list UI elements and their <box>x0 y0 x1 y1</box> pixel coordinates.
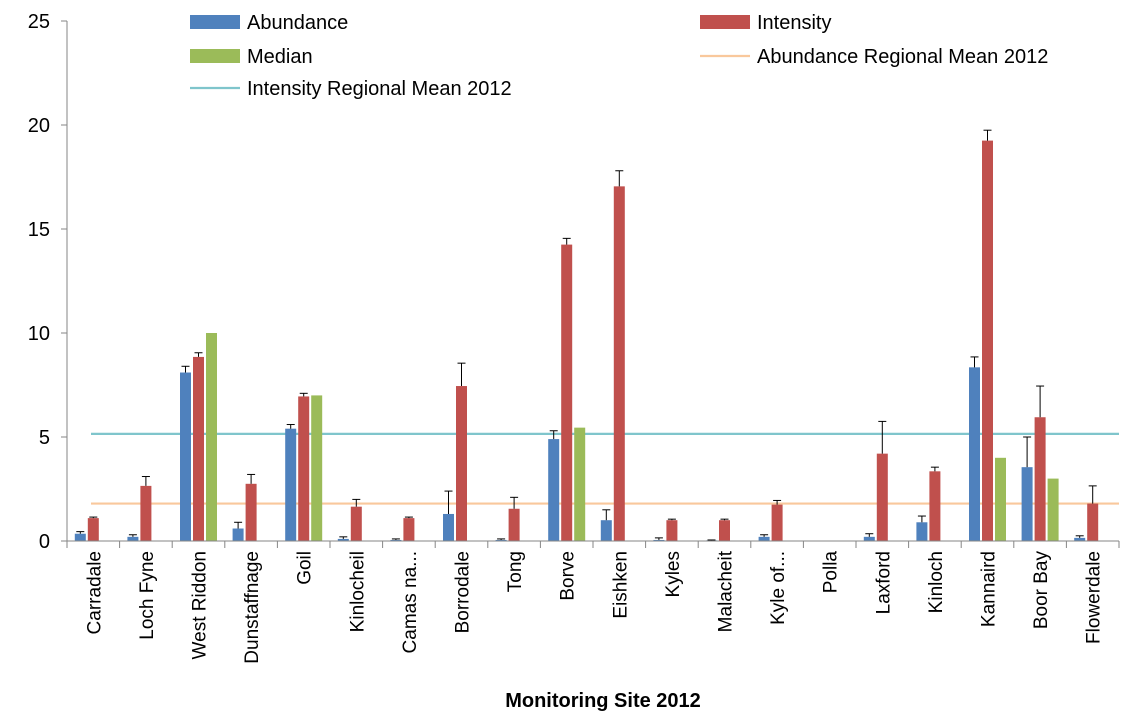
bar <box>1021 467 1033 541</box>
x-tick-label: Kannaird <box>979 551 1000 627</box>
x-tick-label: Laxford <box>873 551 894 614</box>
y-tick-label: 5 <box>39 427 50 449</box>
y-tick-label: 10 <box>28 323 50 345</box>
y-tick-label: 20 <box>28 115 50 137</box>
x-tick-label: Borve <box>558 551 579 601</box>
x-tick-label: Kinlocheil <box>347 551 368 632</box>
x-tick-label: Goil <box>295 551 316 585</box>
bar <box>495 539 507 541</box>
bar <box>758 536 770 541</box>
x-axis-title: Monitoring Site 2012 <box>505 690 701 712</box>
y-axis: 0 5 10 15 20 25 <box>28 11 68 553</box>
bar <box>1074 537 1086 541</box>
reference-lines <box>91 432 1119 505</box>
bar <box>350 506 362 541</box>
x-tick-label: West Riddon <box>190 551 211 659</box>
legend-swatch <box>190 15 240 29</box>
bar <box>600 520 612 541</box>
legend-swatch <box>700 15 750 29</box>
bar <box>337 538 349 541</box>
bar <box>140 485 152 541</box>
x-tick-label: Borrodale <box>453 551 474 633</box>
bar <box>87 518 99 541</box>
bar <box>298 396 310 541</box>
bar <box>127 536 139 541</box>
bar <box>969 367 980 541</box>
y-tick-label: 25 <box>28 11 50 33</box>
bar <box>771 504 783 541</box>
bar <box>443 513 454 541</box>
x-tick-label: Kyles <box>663 551 684 597</box>
bar <box>666 520 678 541</box>
bar <box>876 453 888 541</box>
x-tick-label: Flowerdale <box>1084 551 1105 644</box>
x-tick-label: Tong <box>505 551 526 592</box>
x-tick-label: Carradale <box>84 551 105 634</box>
x-tick-label: Loch Fyne <box>137 551 158 640</box>
bar <box>456 386 467 541</box>
legend-label: Abundance Regional Mean 2012 <box>757 46 1048 68</box>
bar <box>206 333 217 541</box>
legend-label: Intensity <box>757 12 831 34</box>
bar <box>1047 478 1059 541</box>
bar <box>1087 503 1099 541</box>
y-tick-label: 0 <box>39 531 50 553</box>
bar <box>982 140 993 541</box>
bar <box>653 539 665 541</box>
x-tick-label: Dunstaffnage <box>242 551 263 664</box>
x-tick-label: Kyle of... <box>768 551 789 625</box>
legend-label: Intensity Regional Mean 2012 <box>247 78 512 100</box>
bar <box>285 428 297 541</box>
legend: Abundance Intensity Median Abundance Region… <box>190 12 1048 100</box>
x-axis: Carradale Loch Fyne West Riddon Dunstaffnag… <box>66 540 1120 664</box>
bar <box>74 533 86 541</box>
bar <box>561 244 573 541</box>
bar <box>245 483 257 541</box>
legend-label: Abundance <box>247 12 348 34</box>
y-tick-label: 15 <box>28 219 50 241</box>
bar <box>403 518 415 541</box>
legend-swatch <box>190 49 240 63</box>
bar <box>1034 417 1046 541</box>
bar <box>508 508 520 541</box>
bar <box>613 186 625 542</box>
bar <box>916 522 928 541</box>
bar <box>548 439 560 541</box>
x-tick-label: Camas na... <box>400 551 421 653</box>
bar <box>193 356 204 541</box>
bar <box>390 539 402 541</box>
x-tick-label: Boor Bay <box>1031 551 1052 630</box>
x-tick-label: Kinloch <box>926 551 947 613</box>
bar <box>995 457 1006 541</box>
bar <box>574 427 586 541</box>
bars <box>74 129 1099 542</box>
bar <box>311 395 323 541</box>
legend-label: Median <box>247 46 313 68</box>
bar <box>863 536 875 541</box>
bar <box>929 471 941 541</box>
bar <box>180 372 191 541</box>
x-tick-label: Malacheit <box>716 550 737 632</box>
x-tick-label: Polla <box>821 551 842 594</box>
bar <box>232 528 244 541</box>
bar <box>719 520 730 541</box>
x-tick-label: Eishken <box>610 551 631 619</box>
